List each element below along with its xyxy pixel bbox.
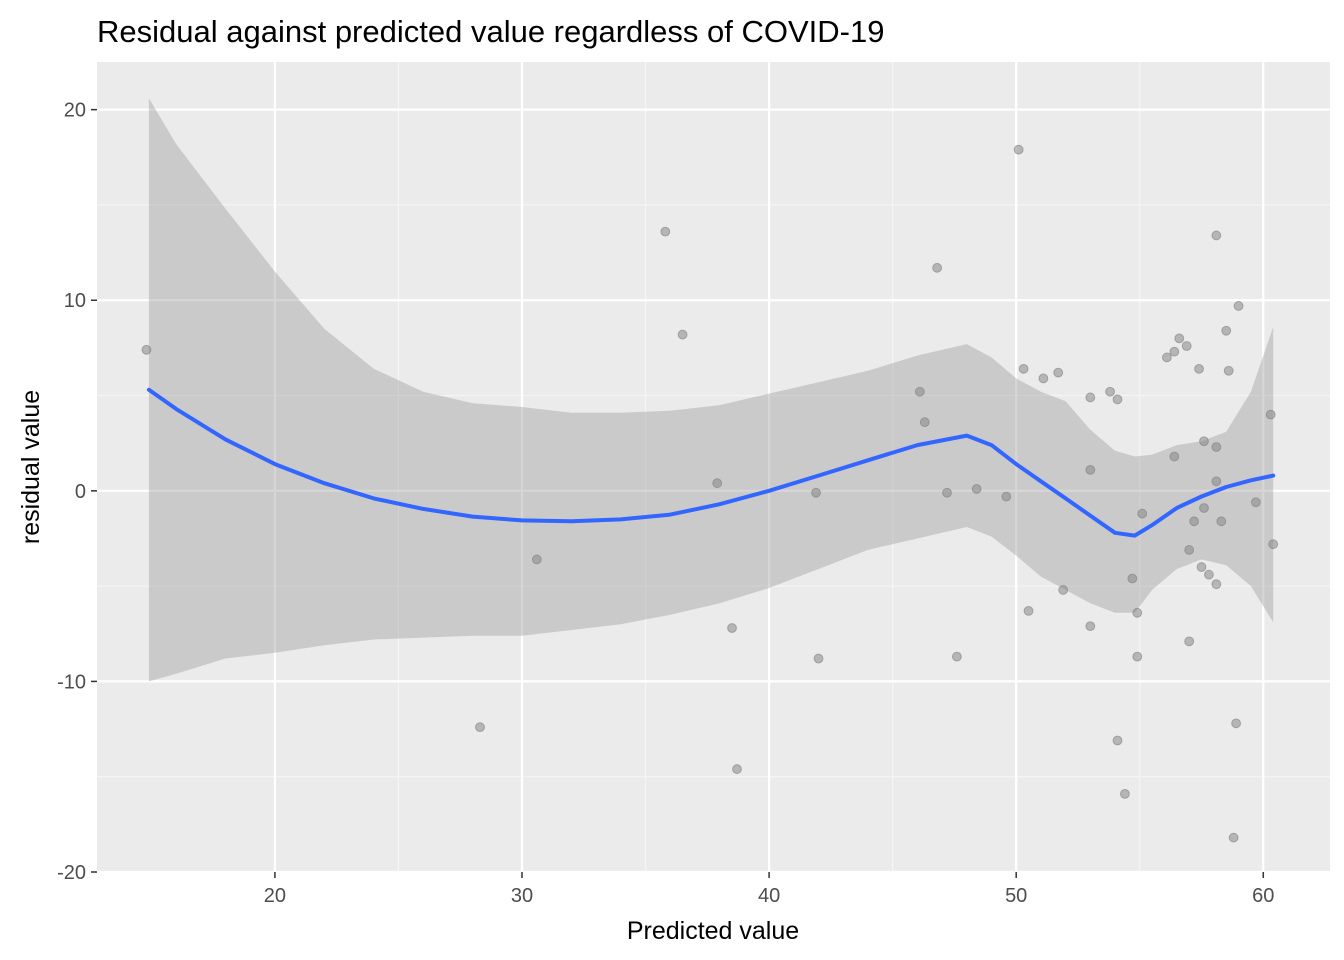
plot-panel: [97, 62, 1330, 872]
residual-point: [1127, 573, 1138, 584]
residual-point: [1169, 451, 1180, 462]
residual-point: [677, 329, 688, 340]
residual-point: [1132, 651, 1143, 662]
residual-point: [475, 722, 485, 733]
residual-point: [932, 262, 943, 273]
residual-point: [971, 484, 982, 494]
residual-point: [1085, 392, 1096, 403]
residual-point: [1085, 464, 1096, 475]
x-tick-label: 60: [1252, 885, 1274, 907]
y-tick-label: 20: [64, 100, 86, 122]
residual-point: [1184, 545, 1195, 555]
residual-point: [1199, 436, 1209, 447]
residual-point: [1194, 363, 1204, 374]
residual-point: [951, 651, 962, 662]
residual-point: [1211, 476, 1222, 487]
residual-point: [813, 653, 824, 664]
residual-point: [1211, 442, 1222, 452]
x-axis-ticks: 20 30 40 50 60: [264, 872, 1274, 907]
residual-point: [1184, 636, 1195, 647]
y-tick-label: 0: [75, 481, 86, 503]
chart-title: Residual against predicted value regardl…: [97, 14, 884, 49]
residual-point: [942, 487, 952, 498]
residual-point: [727, 623, 737, 633]
residual-point: [1228, 832, 1239, 843]
y-axis-label: residual value: [17, 390, 45, 544]
residual-point: [914, 386, 925, 397]
residual-point: [1268, 539, 1279, 550]
residual-point: [1233, 301, 1244, 311]
residual-point: [1162, 352, 1172, 363]
residual-point: [141, 344, 152, 355]
residual-point: [1053, 367, 1064, 378]
grid-major: [97, 62, 1330, 874]
residual-point: [1199, 503, 1209, 513]
x-tick-label: 30: [511, 885, 533, 907]
y-tick-label: -20: [57, 862, 86, 884]
x-tick-label: 50: [1005, 885, 1027, 907]
x-tick-label: 40: [758, 885, 780, 907]
residual-point: [531, 554, 542, 565]
residual-point: [1112, 394, 1123, 405]
residual-points: [141, 144, 1279, 843]
residual-point: [1250, 497, 1261, 508]
residual-point: [1174, 333, 1185, 344]
residual-point: [1001, 491, 1012, 502]
residual-point: [1216, 516, 1227, 527]
residual-point: [732, 764, 742, 774]
residual-point: [1211, 579, 1222, 590]
x-tick-label: 20: [264, 885, 286, 907]
residual-point: [1018, 363, 1029, 374]
residual-point: [1265, 409, 1276, 420]
residual-point: [1169, 346, 1180, 357]
residual-point: [811, 487, 821, 498]
y-axis-ticks: -20 -10 0 10 20: [57, 100, 97, 884]
residual-point: [1085, 621, 1096, 632]
residual-point: [1023, 605, 1034, 616]
confidence-band: [148, 98, 1274, 682]
residual-point: [1137, 508, 1148, 519]
residual-point: [1221, 325, 1232, 336]
residual-point: [712, 478, 723, 489]
residual-point: [919, 417, 930, 428]
residual-point: [1058, 585, 1069, 595]
y-tick-label: 10: [64, 290, 86, 312]
grid-minor: [97, 62, 1330, 872]
residual-point: [1105, 386, 1115, 397]
residual-point: [1181, 341, 1192, 351]
residual-point: [1211, 230, 1222, 241]
residual-point: [1112, 735, 1123, 746]
residual-point: [1038, 373, 1049, 384]
residual-point: [1132, 607, 1143, 618]
x-axis-label: Predicted value: [627, 917, 799, 945]
smooth-line: [146, 387, 1276, 538]
residual-point: [1204, 569, 1214, 580]
residual-point: [660, 226, 671, 237]
residual-point: [1120, 788, 1130, 799]
residual-point: [1196, 562, 1207, 572]
y-tick-label: -10: [57, 671, 86, 693]
residual-point: [1231, 718, 1242, 729]
residual-point: [1189, 516, 1199, 527]
residual-point: [1013, 144, 1024, 155]
residual-point: [1223, 365, 1234, 376]
